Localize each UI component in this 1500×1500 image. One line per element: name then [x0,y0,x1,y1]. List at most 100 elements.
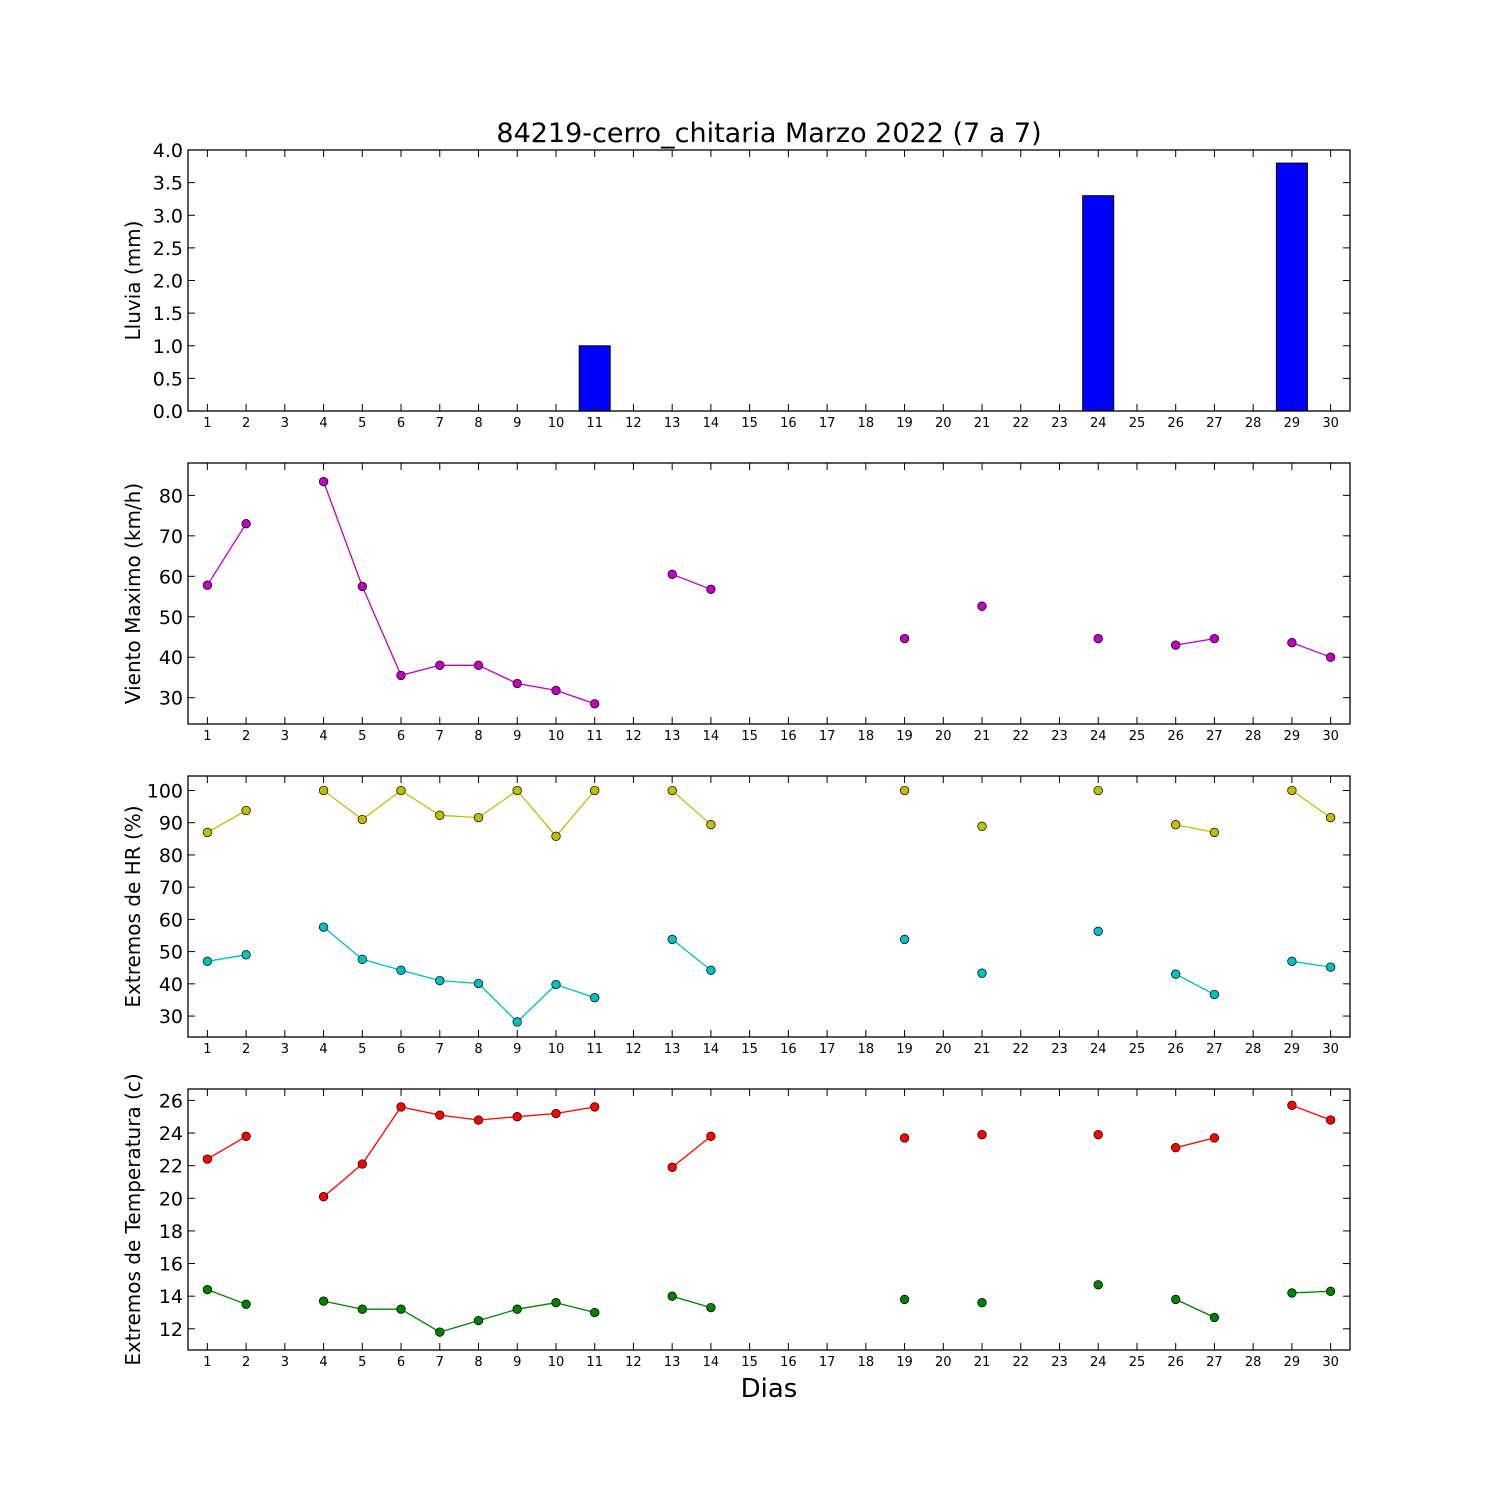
x-tick-label: 24 [1090,416,1107,431]
point-day-11 [590,699,600,709]
y-tick-label: 16 [159,1254,183,1276]
x-tick-label: 25 [1129,1042,1146,1057]
point-day-11 [590,1102,600,1112]
point-day-11 [590,785,600,796]
x-tick-label: 26 [1167,416,1184,431]
point-day-21 [977,1298,987,1308]
point-day-5 [357,954,367,964]
plot-frame [187,1088,1351,1351]
x-tick-label: 18 [858,1355,875,1370]
series-segment [672,1295,712,1309]
series-1 [202,785,1336,841]
x-tick-label: 22 [1012,416,1029,431]
point-day-4 [318,1192,329,1202]
plot-frame [187,149,1351,412]
x-tick-label: 29 [1284,1355,1301,1370]
x-tick-label: 23 [1051,729,1068,744]
x-tick-label: 21 [974,416,991,431]
series-segment [439,979,479,985]
series-segment [555,1106,595,1115]
point-day-1 [202,956,213,966]
x-tick-label: 20 [935,1355,952,1370]
x-tick-label: 2 [242,1355,250,1370]
point-day-9 [512,1304,522,1314]
series-segment [516,790,557,837]
point-day-13 [667,569,677,579]
x-tick-label: 6 [397,729,405,744]
point-day-14 [706,1131,716,1141]
x-tick-label: 3 [281,1042,289,1057]
x-tick-label: 26 [1167,1355,1184,1370]
y-tick-label: 40 [159,647,183,669]
x-tick-label: 9 [513,1355,521,1370]
point-day-7 [435,975,445,986]
x-tick-label: 15 [741,729,758,744]
series-1 [202,1100,1336,1202]
series-segment [323,926,363,960]
x-tick-label: 10 [548,1042,565,1057]
x-tick-label: 2 [242,729,250,744]
point-day-6 [396,785,406,796]
point-day-6 [396,670,406,681]
x-tick-label: 1 [203,416,211,431]
y-tick-label: 60 [159,909,183,931]
point-day-26 [1171,969,1181,979]
series-segment [400,789,441,816]
series-segment [671,1135,712,1168]
y-tick-label: 2.5 [153,238,183,260]
x-tick-label: 28 [1245,1355,1262,1370]
x-tick-label: 4 [319,1355,327,1370]
x-tick-label: 27 [1206,1355,1223,1370]
x-tick-label: 27 [1206,416,1223,431]
x-tick-label: 2 [242,416,250,431]
x-tick-label: 19 [896,729,913,744]
point-day-5 [357,814,367,825]
series-segment [323,1300,363,1310]
x-tick-label: 15 [741,1042,758,1057]
point-day-30 [1325,962,1336,972]
point-day-19 [899,1294,910,1305]
x-tick-label: 22 [1012,1042,1029,1057]
point-day-24 [1093,1130,1103,1140]
series-2 [202,922,1336,1027]
point-day-13 [667,934,677,945]
series-segment [1175,1298,1215,1318]
figure-title: 84219-cerro_chitaria Marzo 2022 (7 a 7) [496,118,1041,149]
point-day-21 [977,968,987,978]
series-segment [206,523,247,586]
x-tick-label: 29 [1284,416,1301,431]
x-tick-label: 6 [397,1042,405,1057]
point-day-7 [435,810,445,820]
point-day-7 [435,1110,445,1120]
x-tick-label: 10 [548,416,565,431]
series-segment [1291,1290,1331,1294]
x-tick-label: 26 [1167,729,1184,744]
point-day-19 [899,934,910,945]
x-tick-label: 30 [1322,729,1339,744]
point-day-26 [1171,1294,1181,1305]
x-tick-label: 12 [625,416,642,431]
y-tick-label: 24 [159,1123,183,1145]
x-tick-label: 28 [1245,729,1262,744]
x-tick-label: 1 [203,1042,211,1057]
x-tick-label: 13 [664,729,681,744]
y-tick-label: 0.5 [153,368,183,390]
y-tick-label: 60 [159,566,183,588]
point-day-8 [473,812,484,823]
x-tick-label: 14 [703,416,720,431]
series-segment [400,664,440,677]
x-tick-label: 13 [664,1042,681,1057]
point-day-27 [1209,827,1220,838]
x-tick-label: 7 [436,1355,444,1370]
series-1 [202,476,1336,709]
x-tick-label: 14 [703,1355,720,1370]
y-tick-label: 14 [159,1286,183,1308]
point-day-24 [1093,633,1103,644]
x-tick-label: 27 [1206,1042,1223,1057]
series-segment [207,809,247,833]
point-day-4 [318,785,329,796]
series-segment [439,1114,479,1121]
y-tick-label: 0.0 [153,401,183,423]
